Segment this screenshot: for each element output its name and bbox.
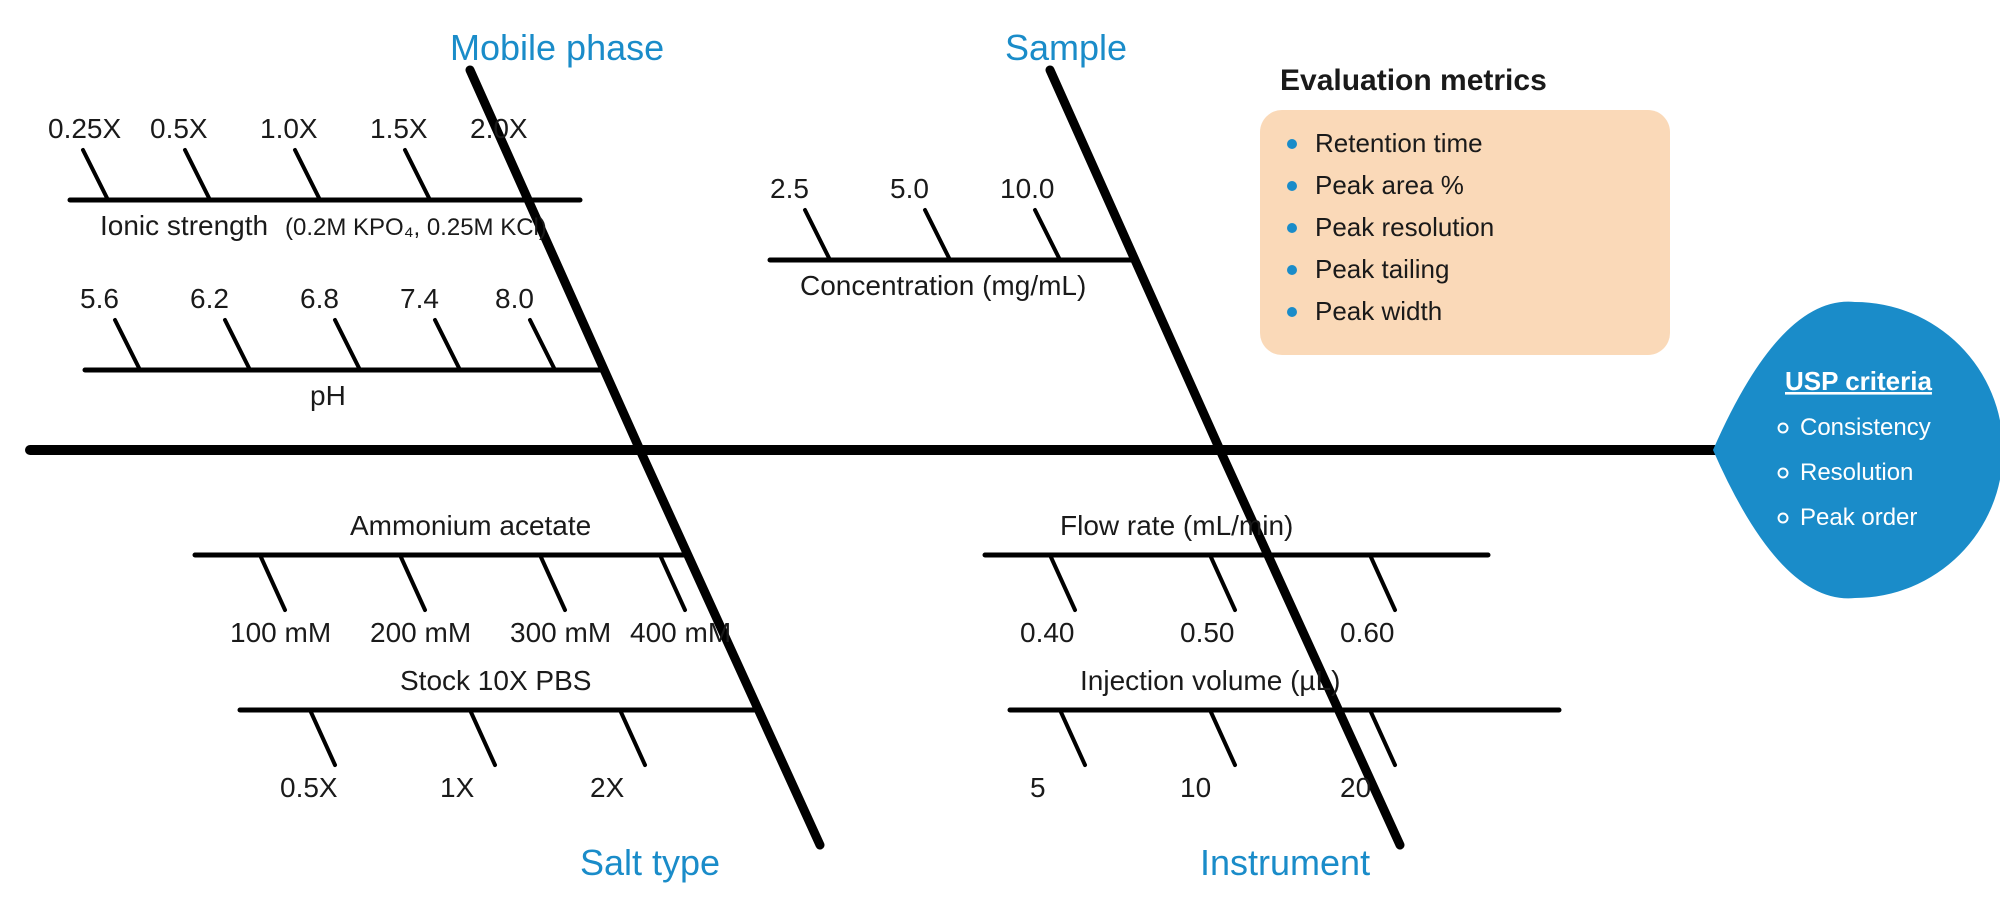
tick-ph [335,320,360,370]
tick-value-flow_rate: 0.60 [1340,617,1395,648]
metrics-item: Peak area % [1315,170,1464,200]
tick-value-flow_rate: 0.50 [1180,617,1235,648]
metrics-item: Peak tailing [1315,254,1449,284]
tick-ph [225,320,250,370]
category-title-salt_type: Salt type [580,842,720,883]
tick-value-ammonium_acetate: 300 mM [510,617,611,648]
metrics-title: Evaluation metrics [1280,64,1547,97]
fishbone-diagram: USP criteria Consistency Resolution Peak or… [0,0,2000,899]
tick-value-ionic_strength: 0.25X [48,113,121,144]
tick-value-injection_volume: 20 [1340,772,1371,803]
tick-concentration [925,210,950,260]
category-title-mobile_phase: Mobile phase [450,27,664,68]
tick-value-ammonium_acetate: 100 mM [230,617,331,648]
sub-label-stock_pbs: Stock 10X PBS [400,665,591,696]
tick-injection_volume [1060,710,1085,765]
head-item: Peak order [1800,504,1917,531]
sub-label-ammonium_acetate: Ammonium acetate [350,510,591,541]
tick-flow_rate [1370,555,1395,610]
head-item: Consistency [1800,414,1931,441]
tick-concentration [1035,210,1060,260]
tick-ammonium_acetate [260,555,285,610]
tick-ph [435,320,460,370]
sub-label-suffix-ionic_strength: (0.2M KPO₄, 0.25M KCl) [285,214,547,241]
tick-value-stock_pbs: 0.5X [280,772,338,803]
tick-value-injection_volume: 5 [1030,772,1046,803]
tick-flow_rate [1050,555,1075,610]
metrics-bullet [1287,223,1297,233]
tick-value-stock_pbs: 1X [440,772,475,803]
tick-value-injection_volume: 10 [1180,772,1211,803]
tick-ionic_strength [83,150,108,200]
tick-value-ionic_strength: 1.0X [260,113,318,144]
tick-injection_volume [1210,710,1235,765]
tick-value-ph: 6.2 [190,283,229,314]
head-title: USP criteria [1785,366,1932,396]
tick-value-ammonium_acetate: 400 mM [630,617,731,648]
tick-value-ammonium_acetate: 200 mM [370,617,471,648]
tick-injection_volume [1370,710,1395,765]
tick-value-concentration: 10.0 [1000,173,1055,204]
tick-ionic_strength [295,150,320,200]
sub-label-ph: pH [310,380,346,411]
metrics-item: Peak resolution [1315,212,1494,242]
metrics-bullet [1287,265,1297,275]
tick-ionic_strength [405,150,430,200]
tick-value-flow_rate: 0.40 [1020,617,1075,648]
tick-ionic_strength [185,150,210,200]
tick-ammonium_acetate [400,555,425,610]
fish-head [1713,302,2000,599]
head-item: Resolution [1800,459,1913,486]
metrics-bullet [1287,139,1297,149]
tick-stock_pbs [620,710,645,765]
sub-label-injection_volume: Injection volume (µL) [1080,665,1340,696]
tick-value-ph: 7.4 [400,283,439,314]
tick-ammonium_acetate [540,555,565,610]
sub-label-flow_rate: Flow rate (mL/min) [1060,510,1293,541]
tick-ph [530,320,555,370]
category-title-sample: Sample [1005,27,1127,68]
sub-label-ionic_strength: Ionic strength [100,210,268,241]
sub-label-concentration: Concentration (mg/mL) [800,270,1086,301]
tick-stock_pbs [310,710,335,765]
tick-value-ionic_strength: 0.5X [150,113,208,144]
tick-value-ph: 8.0 [495,283,534,314]
tick-value-ionic_strength: 2.0X [470,113,528,144]
tick-value-ph: 5.6 [80,283,119,314]
category-title-instrument: Instrument [1200,842,1370,883]
tick-stock_pbs [470,710,495,765]
tick-concentration [805,210,830,260]
tick-flow_rate [1210,555,1235,610]
tick-value-concentration: 2.5 [770,173,809,204]
tick-value-ionic_strength: 1.5X [370,113,428,144]
metrics-item: Retention time [1315,128,1483,158]
tick-value-stock_pbs: 2X [590,772,625,803]
metrics-bullet [1287,181,1297,191]
tick-ammonium_acetate [660,555,685,610]
tick-value-concentration: 5.0 [890,173,929,204]
tick-ionic_strength [505,150,530,200]
metrics-item: Peak width [1315,296,1442,326]
tick-value-ph: 6.8 [300,283,339,314]
metrics-bullet [1287,307,1297,317]
tick-ph [115,320,140,370]
